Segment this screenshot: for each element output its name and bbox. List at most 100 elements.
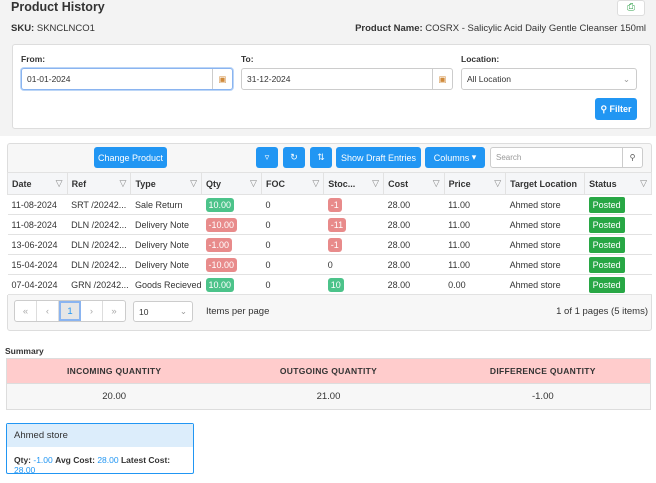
summary-label: Summary: [5, 346, 44, 356]
refresh-icon[interactable]: ↻: [283, 147, 305, 168]
column-header[interactable]: Stoc... ▽: [323, 172, 385, 195]
cell-date: 11-08-2024: [7, 214, 68, 235]
filter-icon[interactable]: ▽: [119, 178, 127, 188]
print-button[interactable]: ⎙: [617, 0, 645, 16]
cell-foc: 0: [261, 254, 324, 275]
first-page-button[interactable]: «: [15, 301, 37, 321]
cell-ref: SRT /20242...: [67, 194, 131, 215]
stock-value: 0: [327, 259, 333, 270]
latest-cost-label: Latest Cost:: [120, 455, 171, 465]
column-label: Target Location: [510, 178, 577, 189]
ref-value: SRT /20242...: [71, 199, 127, 210]
date-value: 13-06-2024: [11, 239, 58, 250]
cell-foc: 0: [261, 194, 324, 215]
cell-price: 11.00: [444, 234, 506, 255]
filter-icon[interactable]: ▽: [640, 178, 647, 188]
cell-qty: 10.00: [201, 194, 262, 215]
store-card: Ahmed store Qty: -1.00 Avg Cost: 28.00 L…: [6, 423, 194, 475]
stock-value: -11: [327, 217, 347, 232]
difference-header: DIFFERENCE QUANTITY: [489, 366, 596, 376]
incoming-value: 20.00: [102, 391, 127, 402]
next-page-button[interactable]: ›: [81, 301, 103, 321]
clear-filter-icon[interactable]: ▿: [256, 147, 278, 168]
column-header[interactable]: Target Location: [505, 172, 586, 195]
price-value: 0.00: [448, 279, 466, 290]
type-value: Delivery Note: [134, 219, 189, 230]
qty-value: -1.00: [205, 237, 233, 252]
column-header[interactable]: Date ▽: [7, 172, 68, 195]
location-select[interactable]: All Location ⌄: [461, 68, 637, 90]
cell-stock: -1: [323, 234, 384, 255]
last-page-button[interactable]: »: [111, 305, 117, 317]
cost-value: 28.00: [387, 239, 411, 250]
foc-value: 0: [265, 219, 271, 230]
cell-status: Posted: [584, 274, 652, 295]
column-header[interactable]: Type ▽: [130, 172, 203, 195]
column-header[interactable]: Qty ▽: [201, 172, 262, 195]
cell-cost: 28.00: [383, 234, 445, 255]
filter-button[interactable]: ⚲ Filter: [595, 98, 637, 120]
sku-label: SKU:: [11, 23, 35, 34]
from-date-input[interactable]: 01-01-2024 ▣: [21, 68, 233, 90]
sort-icon[interactable]: ⇅: [310, 147, 332, 168]
avg-cost-label: Avg Cost:: [55, 455, 95, 465]
pager-summary: 1 of 1 pages (5 items): [556, 306, 648, 317]
columns-button[interactable]: Columns ▾: [425, 147, 485, 168]
cell-ref: DLN /20242...: [67, 234, 131, 255]
cost-value: 28.00: [387, 219, 411, 230]
filter-icon[interactable]: ▽: [372, 178, 380, 188]
product-name-label: Product Name:: [355, 23, 423, 34]
column-header[interactable]: Status ▽: [584, 172, 652, 195]
change-product-button[interactable]: Change Product: [94, 147, 167, 168]
show-draft-button[interactable]: Show Draft Entries: [336, 147, 421, 168]
cell-ref: DLN /20242...: [67, 214, 131, 235]
search-input[interactable]: Search ⚲: [490, 147, 643, 168]
cell-ref: DLN /20242...: [67, 254, 131, 275]
column-header[interactable]: Price ▽: [443, 172, 507, 195]
product-name-value: COSRX - Salicylic Acid Daily Gentle Clea…: [425, 23, 646, 34]
cell-qty: -1.00: [201, 234, 262, 255]
column-header[interactable]: FOC ▽: [260, 172, 325, 195]
page-size-value: 10: [139, 306, 149, 317]
filter-icon[interactable]: ▽: [250, 178, 257, 188]
to-date-input[interactable]: 31-12-2024 ▣: [241, 68, 453, 90]
filter-icon[interactable]: ▽: [432, 178, 440, 188]
prev-page-button[interactable]: ‹: [37, 301, 59, 321]
filter-icon[interactable]: ▽: [55, 178, 63, 188]
loc-value: Ahmed store: [509, 259, 561, 270]
calendar-icon[interactable]: ▣: [432, 69, 452, 89]
column-header[interactable]: Ref ▽: [66, 172, 132, 195]
page-1-button[interactable]: 1: [59, 301, 81, 321]
search-icon[interactable]: ⚲: [622, 148, 642, 167]
table-row[interactable]: 13-06-2024 DLN /20242... Delivery Note -1.0…: [7, 234, 652, 255]
cell-ref: GRN /20242...: [67, 274, 131, 295]
qty-value: 10.00: [205, 277, 235, 292]
filter-icon[interactable]: ▽: [190, 178, 198, 188]
to-label: To:: [241, 54, 254, 64]
foc-value: 0: [265, 239, 271, 250]
location-label: Location:: [461, 54, 500, 64]
table-row[interactable]: 07-04-2024 GRN /20242... Goods Recieved 10.…: [7, 274, 652, 295]
history-table: Date ▽ Ref ▽ Type ▽ Qty ▽ FOC ▽ Stoc... ▽ Cost ▽ Price…: [7, 172, 652, 295]
status-value: Posted: [588, 256, 625, 273]
cost-value: 28.00: [387, 199, 411, 210]
date-value: 15-04-2024: [11, 259, 58, 270]
table-row[interactable]: 15-04-2024 DLN /20242... Delivery Note -10.…: [7, 254, 652, 275]
to-value: 31-12-2024: [247, 74, 291, 84]
page-size-select[interactable]: 10 ⌄: [133, 301, 193, 322]
column-label: Status: [589, 178, 617, 189]
cell-price: 11.00: [444, 194, 506, 215]
calendar-icon[interactable]: ▣: [212, 69, 232, 89]
cell-type: Sale Return: [130, 194, 202, 215]
from-label: From:: [21, 54, 46, 64]
foc-value: 0: [265, 199, 271, 210]
table-row[interactable]: 11-08-2024 DLN /20242... Delivery Note -10.…: [7, 214, 652, 235]
filter-icon[interactable]: ▽: [494, 178, 502, 188]
table-row[interactable]: 11-08-2024 SRT /20242... Sale Return 10.00 0…: [7, 194, 652, 215]
type-value: Delivery Note: [134, 239, 189, 250]
date-value: 11-08-2024: [11, 199, 57, 210]
foc-value: 0: [265, 279, 271, 290]
filter-icon[interactable]: ▽: [312, 178, 320, 188]
caret-down-icon: ▾: [471, 152, 477, 162]
column-header[interactable]: Cost ▽: [383, 172, 445, 195]
